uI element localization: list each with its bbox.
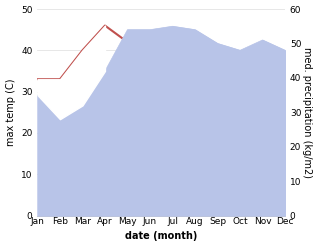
Y-axis label: med. precipitation (kg/m2): med. precipitation (kg/m2) bbox=[302, 47, 313, 178]
X-axis label: date (month): date (month) bbox=[125, 231, 197, 242]
Y-axis label: max temp (C): max temp (C) bbox=[5, 79, 16, 146]
